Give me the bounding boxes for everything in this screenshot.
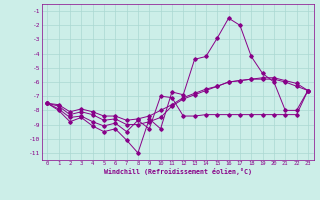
X-axis label: Windchill (Refroidissement éolien,°C): Windchill (Refroidissement éolien,°C) [104,168,252,175]
